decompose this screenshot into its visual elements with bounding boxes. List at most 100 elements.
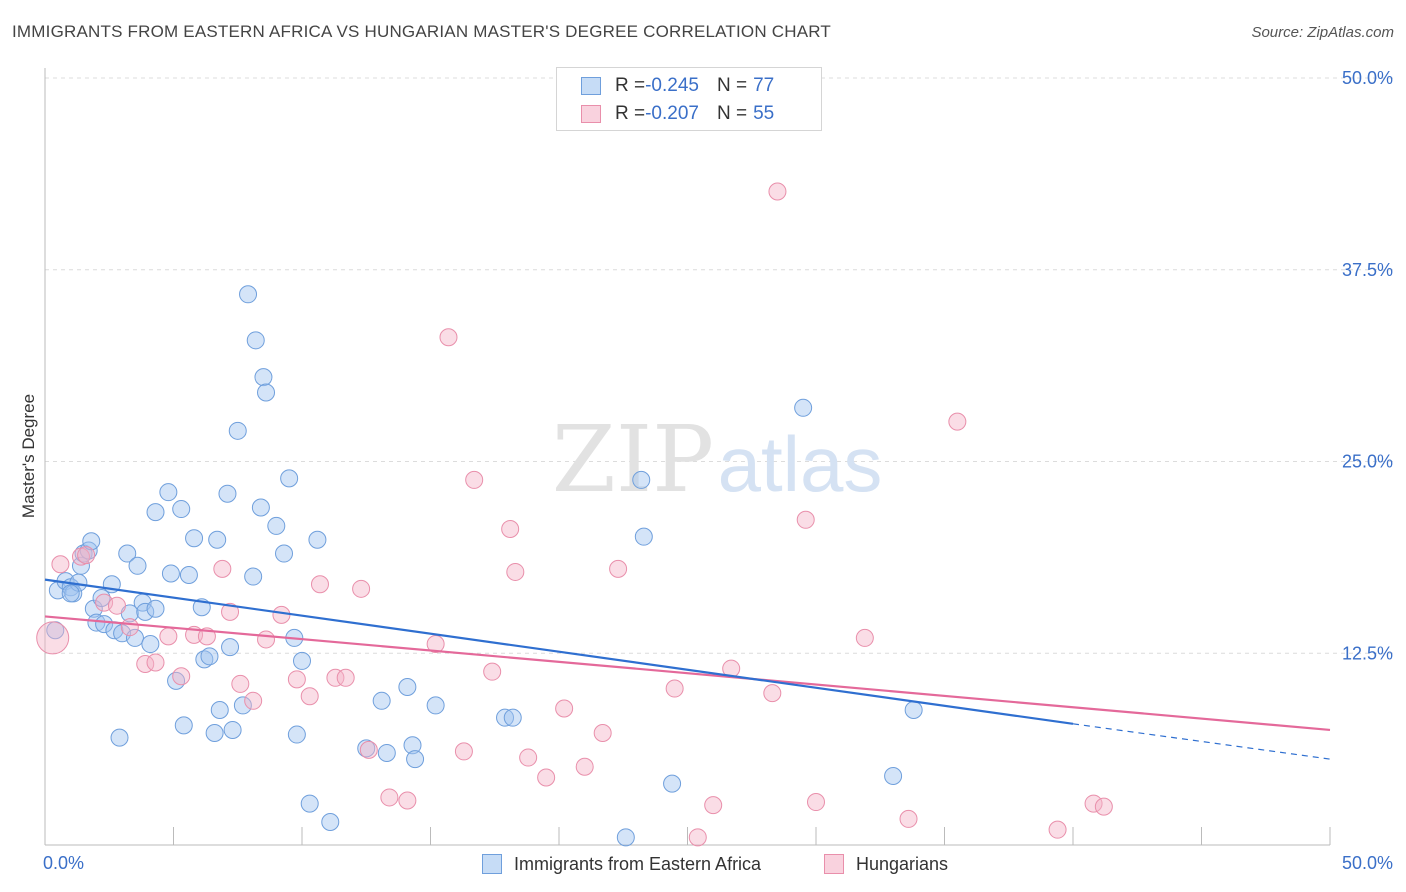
data-point — [1084, 794, 1103, 813]
data-point — [257, 383, 276, 402]
data-point — [120, 618, 139, 637]
axis-labels: 12.5% 25.0% 37.5% 50.0% 0.0% 50.0% Master's De… — [19, 68, 1393, 873]
data-point — [483, 662, 502, 681]
data-point — [1094, 797, 1113, 816]
data-point — [884, 766, 903, 785]
data-point — [326, 668, 345, 687]
legend-item-eastern-africa: Immigrants from Eastern Africa — [482, 852, 761, 876]
x-tick-label-min: 0.0% — [43, 853, 84, 873]
data-point — [213, 559, 232, 578]
data-point — [663, 774, 682, 793]
data-point — [51, 555, 70, 574]
data-point — [501, 519, 520, 538]
n-value: 77 — [753, 75, 775, 96]
legend-swatch-pink — [824, 854, 844, 874]
data-point — [763, 684, 782, 703]
r-label: R = — [615, 103, 646, 124]
data-point — [300, 687, 319, 706]
data-point — [768, 182, 787, 201]
data-point — [118, 544, 137, 563]
data-point — [665, 679, 684, 698]
data-point — [506, 562, 525, 581]
data-point — [796, 510, 815, 529]
data-point — [36, 621, 70, 655]
series-hungarians-points — [36, 182, 1113, 847]
data-point — [426, 635, 445, 654]
data-point — [218, 484, 237, 503]
data-point — [593, 724, 612, 743]
data-point — [146, 503, 165, 522]
data-point — [205, 724, 224, 743]
trend-line-eastern-africa — [44, 578, 1074, 725]
data-point — [465, 470, 484, 489]
data-point — [128, 556, 147, 575]
data-point — [174, 716, 193, 735]
trend-line-hungarians — [44, 615, 1331, 732]
data-point — [403, 736, 422, 755]
trend-line-eastern-africa-extension — [1072, 723, 1331, 760]
data-point — [519, 748, 538, 767]
data-point — [634, 527, 653, 546]
data-point — [208, 530, 227, 549]
r-label: R = — [615, 75, 646, 96]
data-point — [454, 742, 473, 761]
data-point — [159, 483, 178, 502]
data-point — [185, 529, 204, 548]
data-point — [146, 653, 165, 672]
data-point — [228, 421, 247, 440]
data-point — [359, 740, 378, 759]
data-point — [141, 635, 160, 654]
data-point — [794, 398, 813, 417]
legend-swatch-pink — [581, 105, 601, 123]
data-point — [321, 812, 340, 831]
y-tick-label: 12.5% — [1342, 643, 1393, 663]
data-point — [308, 530, 327, 549]
data-point — [904, 701, 923, 720]
data-point — [221, 602, 240, 621]
data-point — [200, 647, 219, 666]
x-tick-label-max: 50.0% — [1342, 853, 1393, 873]
legend-swatch-blue — [482, 854, 502, 874]
data-point — [855, 628, 874, 647]
y-tick-label: 37.5% — [1342, 260, 1393, 280]
data-point — [293, 651, 311, 670]
data-point — [110, 728, 129, 747]
watermark-zip: ZIP — [552, 406, 714, 513]
data-point — [948, 412, 967, 431]
r-value: -0.207 — [645, 103, 699, 124]
data-point — [125, 628, 144, 647]
data-point — [1048, 820, 1067, 839]
legend-item-hungarians: Hungarians — [824, 852, 948, 876]
watermark: ZIP atlas — [552, 406, 882, 513]
data-point — [246, 331, 265, 350]
data-point — [537, 768, 556, 787]
data-point — [398, 791, 417, 810]
data-point — [704, 796, 723, 815]
data-point — [688, 828, 707, 847]
data-point — [352, 579, 371, 598]
data-point — [380, 788, 399, 807]
series-eastern-africa-points — [46, 285, 923, 847]
y-tick-label: 50.0% — [1342, 68, 1393, 88]
correlation-legend: R = -0.245 N = 77 R = -0.207 N = 55 — [556, 67, 822, 131]
data-point — [244, 567, 263, 586]
data-point — [231, 674, 250, 693]
legend-label: Hungarians — [856, 853, 949, 874]
data-point — [503, 708, 522, 727]
y-axis-label: Master's Degree — [19, 394, 38, 518]
grid — [45, 77, 1395, 654]
trend-lines — [44, 578, 1331, 760]
axes — [44, 68, 1331, 846]
data-point — [275, 544, 294, 563]
data-point — [233, 696, 252, 715]
data-point — [555, 699, 574, 718]
n-value: 55 — [753, 103, 775, 124]
data-point — [146, 599, 165, 618]
data-point — [107, 596, 126, 615]
data-point — [172, 500, 191, 519]
data-point — [398, 677, 417, 696]
data-point — [257, 630, 276, 649]
data-point — [244, 691, 263, 710]
data-point — [221, 638, 240, 657]
data-point — [254, 368, 273, 387]
